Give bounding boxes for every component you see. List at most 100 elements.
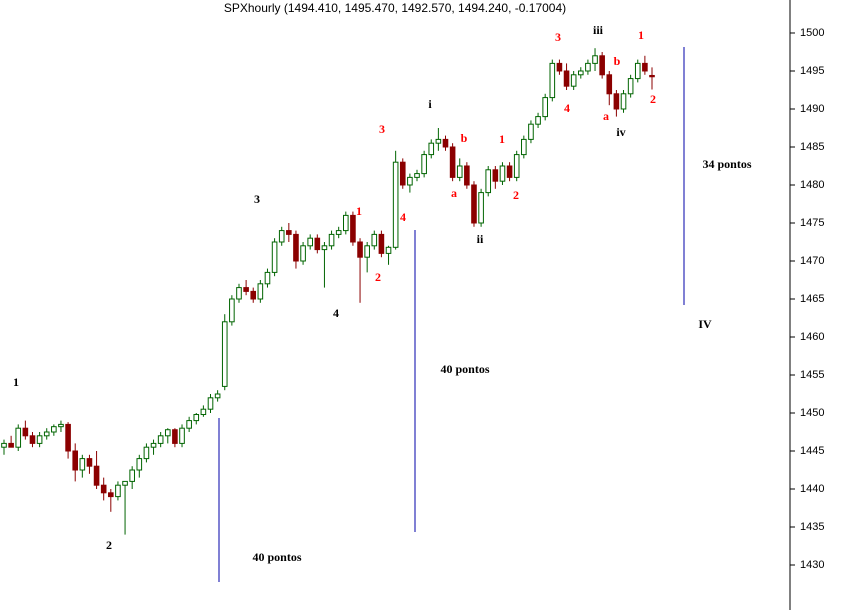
wave-label: a (603, 109, 609, 123)
y-tick-label: 1465 (800, 293, 824, 305)
candle-body (528, 123, 534, 140)
candle-body (207, 397, 214, 410)
candle-body (86, 458, 93, 467)
candle-body (286, 230, 292, 235)
candle-body (549, 62, 556, 99)
candle-body (93, 465, 100, 486)
candle-body (585, 62, 591, 72)
candle-body (343, 214, 349, 232)
candle-body (606, 74, 613, 95)
candle-body (428, 142, 435, 156)
candle-body (371, 233, 378, 247)
y-tick-label: 1435 (800, 521, 824, 533)
candle-body (499, 165, 506, 182)
candle-body (193, 414, 200, 422)
wave-label: iv (616, 125, 625, 139)
candle-body (599, 55, 605, 76)
wave-label: iii (593, 23, 604, 37)
y-tick-label: 1470 (800, 255, 824, 267)
y-tick-label: 1455 (800, 369, 824, 381)
y-tick-label: 1450 (800, 407, 824, 419)
candle-body (442, 138, 449, 148)
candle-body (108, 492, 114, 498)
candle-body (392, 161, 399, 248)
candle-body (200, 408, 207, 416)
wave-label: 1 (638, 28, 644, 42)
wave-label: 4 (333, 306, 339, 320)
candle-body (8, 442, 14, 448)
candle-body (513, 154, 520, 178)
wave-label: ii (477, 232, 484, 246)
candle-body (350, 214, 356, 243)
y-tick-label: 1440 (800, 483, 824, 495)
candle-body (435, 138, 442, 144)
candle-body (642, 62, 648, 72)
candle-body (627, 78, 634, 95)
candle-body (357, 241, 363, 258)
candle-body (414, 173, 420, 178)
candle-body (335, 230, 342, 235)
candle-body (29, 435, 36, 444)
wave-label: IV (698, 317, 712, 331)
candle-body (613, 93, 620, 110)
candle-body (300, 245, 306, 262)
candle-body (535, 116, 541, 125)
candle-body (129, 469, 135, 482)
wave-label: 4 (400, 210, 406, 224)
candle-body (521, 138, 527, 156)
candle-body (577, 70, 584, 76)
candle-body (243, 287, 249, 292)
y-tick-label: 1475 (800, 217, 824, 229)
y-tick-label: 1485 (800, 141, 824, 153)
wave-label: 2 (375, 270, 381, 284)
wave-label: 4 (564, 101, 570, 115)
candle-body (143, 446, 150, 460)
candle-body (172, 429, 178, 444)
wave-label: 3 (254, 192, 260, 206)
candle-body (399, 161, 406, 186)
y-tick-label: 1500 (800, 27, 824, 39)
candle-body (492, 169, 499, 182)
candle-body (314, 237, 321, 251)
candle-body (471, 184, 477, 224)
candle-body (43, 431, 50, 437)
chart-title: SPXhourly (1494.410, 1495.470, 1492.570,… (224, 1, 566, 15)
candle-body (307, 237, 313, 247)
candle-body (58, 423, 64, 428)
candle-body (214, 393, 221, 399)
candle-body (115, 484, 121, 498)
candle-body (1, 442, 7, 448)
measure-label: 40 pontos (440, 362, 489, 376)
candle-body (22, 427, 29, 437)
wave-label: 1 (499, 132, 505, 146)
candle-body (36, 435, 43, 444)
candle-body (250, 290, 257, 300)
measure-label: 34 pontos (702, 157, 751, 171)
wave-label: a (451, 186, 457, 200)
candle-body (478, 192, 484, 224)
candle-body (449, 146, 456, 178)
candle-body (506, 165, 513, 178)
candle-body (542, 97, 548, 118)
candle-body (186, 420, 192, 429)
candle-body (293, 233, 299, 262)
wave-label: 2 (106, 538, 112, 552)
candle-body (556, 62, 563, 72)
candle-body (264, 271, 271, 285)
candle-body (364, 245, 370, 258)
candle-body (464, 165, 470, 186)
candle-body (122, 480, 128, 486)
candle-body (72, 450, 79, 471)
wave-label: b (461, 131, 468, 145)
candle-body (456, 165, 463, 178)
candle-body (592, 55, 598, 64)
candle-body (321, 245, 328, 251)
wave-label: 1 (13, 375, 19, 389)
candle-body (278, 230, 285, 243)
candle-body (485, 169, 492, 194)
wave-label: 3 (379, 122, 385, 136)
candle-body (385, 246, 392, 254)
wave-label: 2 (650, 92, 656, 106)
candle-body (236, 287, 242, 300)
